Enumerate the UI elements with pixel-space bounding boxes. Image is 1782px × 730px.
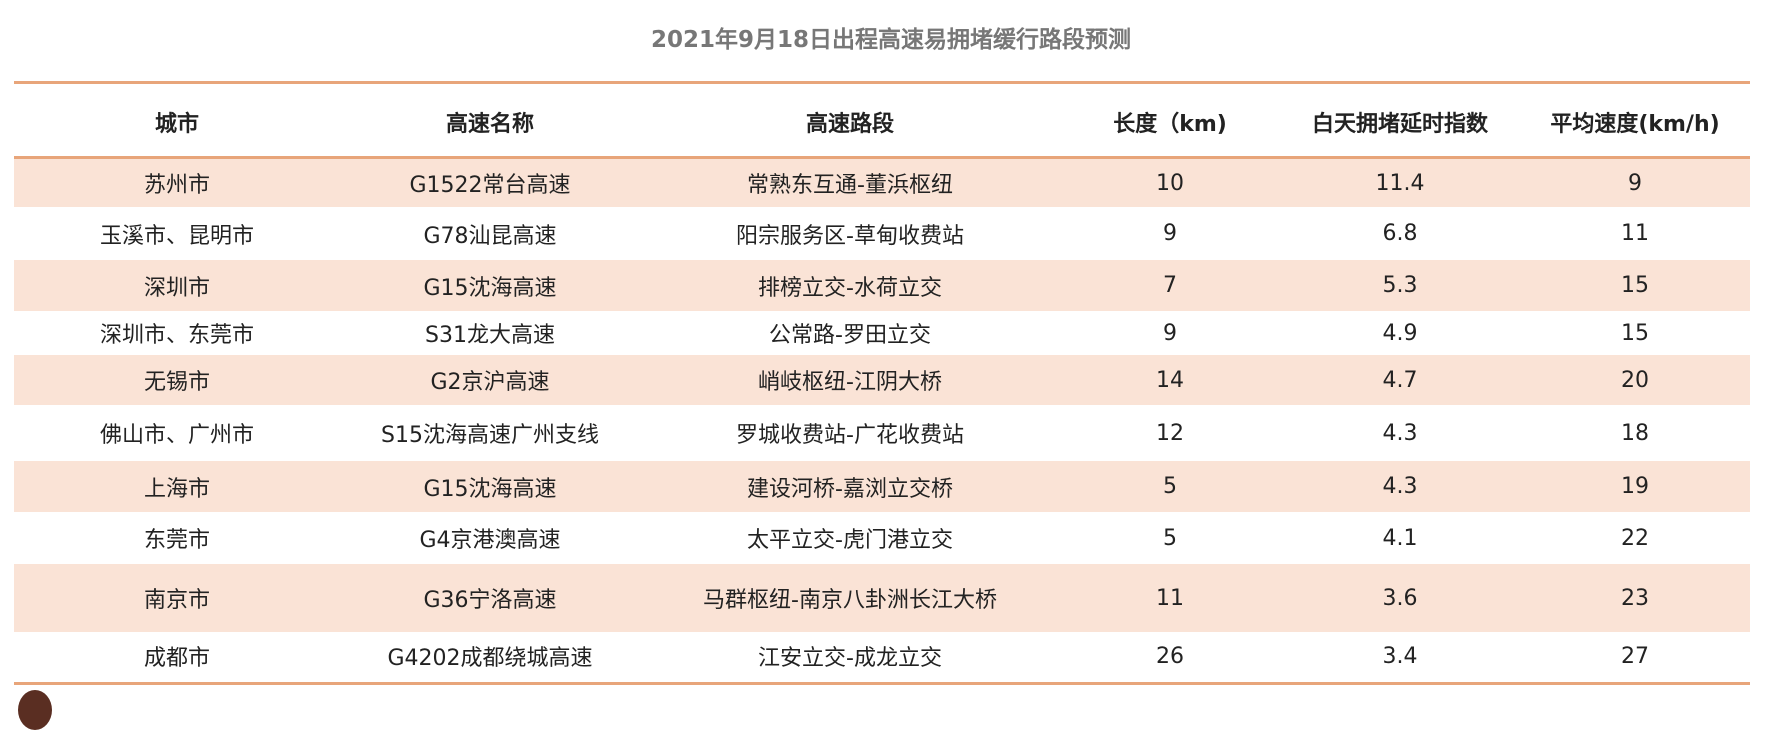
header-length: 长度（km) <box>1113 111 1227 137</box>
table-row: 佛山市、广州市 S15沈海高速广州支线 罗城收费站-广花收费站 12 4.3 18 <box>14 405 1750 461</box>
table-header-row: 城市 高速名称 高速路段 长度（km) 白天拥堵延时指数 平均速度(km/h) <box>14 84 1750 159</box>
cell-avg-speed: 22 <box>1621 525 1649 551</box>
cell-city: 南京市 <box>14 564 340 632</box>
cell-highway-name: G78汕昆高速 <box>423 223 557 249</box>
cell-section: 建设河桥-嘉浏立交桥 <box>640 461 1060 512</box>
cell-length: 26 <box>1156 643 1184 669</box>
bottom-divider <box>14 682 1750 685</box>
cell-delay-index: 11.4 <box>1280 159 1520 207</box>
cell-city: 东莞市 <box>143 528 210 553</box>
cell-section: 常熟东互通-董浜枢纽 <box>640 159 1060 207</box>
top-divider <box>14 81 1750 84</box>
cell-avg-speed: 15 <box>1621 320 1649 346</box>
cell-avg-speed: 19 <box>1520 461 1750 512</box>
table-row: 上海市 G15沈海高速 建设河桥-嘉浏立交桥 5 4.3 19 <box>14 461 1750 512</box>
cell-avg-speed: 27 <box>1621 643 1649 669</box>
cell-city: 上海市 <box>14 461 340 512</box>
header-delay-index: 白天拥堵延时指数 <box>1311 111 1488 137</box>
cell-city: 深圳市、东莞市 <box>99 323 254 348</box>
cell-avg-speed: 23 <box>1520 564 1750 632</box>
table-row: 成都市 G4202成都绕城高速 江安立交-成龙立交 26 3.4 27 <box>14 632 1750 680</box>
table-row: 苏州市 G1522常台高速 常熟东互通-董浜枢纽 10 11.4 9 <box>14 159 1750 207</box>
cell-section: 阳宗服务区-草甸收费站 <box>736 223 964 249</box>
cell-section: 马群枢纽-南京八卦洲长江大桥 <box>640 564 1060 632</box>
cell-delay-index: 6.8 <box>1382 221 1418 246</box>
cell-delay-index: 4.9 <box>1382 320 1418 346</box>
cell-city: 苏州市 <box>14 159 340 207</box>
cell-delay-index: 3.4 <box>1382 643 1418 669</box>
cell-length: 9 <box>1163 320 1177 346</box>
header-section: 高速路段 <box>805 111 894 137</box>
table-row: 玉溪市、昆明市 G78汕昆高速 阳宗服务区-草甸收费站 9 6.8 11 <box>14 207 1750 260</box>
cell-length: 7 <box>1060 260 1280 311</box>
cell-city: 深圳市 <box>14 260 340 311</box>
cell-delay-index: 4.3 <box>1382 420 1418 446</box>
cell-section: 江安立交-成龙立交 <box>758 646 942 671</box>
cell-avg-speed: 20 <box>1520 355 1750 405</box>
cell-highway-name: G1522常台高速 <box>340 159 640 207</box>
cell-section: 公常路-罗田立交 <box>769 323 931 348</box>
cell-section: 罗城收费站-广花收费站 <box>736 423 964 448</box>
table-row: 东莞市 G4京港澳高速 太平立交-虎门港立交 5 4.1 22 <box>14 512 1750 564</box>
cell-highway-name: S15沈海高速广州支线 <box>381 423 599 448</box>
person-illustration-icon <box>18 690 52 730</box>
cell-section: 峭岐枢纽-江阴大桥 <box>640 355 1060 405</box>
congestion-table: 城市 高速名称 高速路段 长度（km) 白天拥堵延时指数 平均速度(km/h) … <box>14 84 1750 680</box>
cell-highway-name: G36宁洛高速 <box>340 564 640 632</box>
cell-city: 玉溪市、昆明市 <box>99 223 254 249</box>
table-row: 深圳市、东莞市 S31龙大高速 公常路-罗田立交 9 4.9 15 <box>14 311 1750 355</box>
header-avg-speed: 平均速度(km/h) <box>1550 111 1720 137</box>
cell-avg-speed: 15 <box>1520 260 1750 311</box>
cell-highway-name: S31龙大高速 <box>425 323 555 348</box>
cell-city: 成都市 <box>143 646 210 671</box>
cell-highway-name: G15沈海高速 <box>340 260 640 311</box>
cell-delay-index: 4.7 <box>1280 355 1520 405</box>
table-row: 南京市 G36宁洛高速 马群枢纽-南京八卦洲长江大桥 11 3.6 23 <box>14 564 1750 632</box>
cell-delay-index: 4.1 <box>1382 525 1418 551</box>
table-row: 无锡市 G2京沪高速 峭岐枢纽-江阴大桥 14 4.7 20 <box>14 355 1750 405</box>
page-title: 2021年9月18日出程高速易拥堵缓行路段预测 <box>650 27 1132 53</box>
cell-city: 无锡市 <box>14 355 340 405</box>
cell-section: 太平立交-虎门港立交 <box>747 528 953 553</box>
header-highway-name: 高速名称 <box>445 111 534 137</box>
cell-length: 5 <box>1060 461 1280 512</box>
cell-highway-name: G4京港澳高速 <box>419 528 561 553</box>
cell-length: 14 <box>1060 355 1280 405</box>
cell-section: 排榜立交-水荷立交 <box>640 260 1060 311</box>
cell-highway-name: G2京沪高速 <box>340 355 640 405</box>
header-city: 城市 <box>154 111 199 137</box>
cell-highway-name: G15沈海高速 <box>340 461 640 512</box>
cell-length: 5 <box>1163 525 1177 551</box>
cell-avg-speed: 11 <box>1621 221 1649 246</box>
cell-length: 9 <box>1163 221 1177 246</box>
table-row: 深圳市 G15沈海高速 排榜立交-水荷立交 7 5.3 15 <box>14 260 1750 311</box>
cell-city: 佛山市、广州市 <box>99 423 254 448</box>
cell-length: 10 <box>1060 159 1280 207</box>
cell-length: 12 <box>1156 420 1184 446</box>
cell-delay-index: 4.3 <box>1280 461 1520 512</box>
cell-highway-name: G4202成都绕城高速 <box>387 646 593 671</box>
cell-avg-speed: 18 <box>1621 420 1649 446</box>
cell-length: 11 <box>1060 564 1280 632</box>
header-divider <box>14 156 1750 159</box>
cell-delay-index: 5.3 <box>1280 260 1520 311</box>
cell-delay-index: 3.6 <box>1280 564 1520 632</box>
cell-avg-speed: 9 <box>1520 159 1750 207</box>
